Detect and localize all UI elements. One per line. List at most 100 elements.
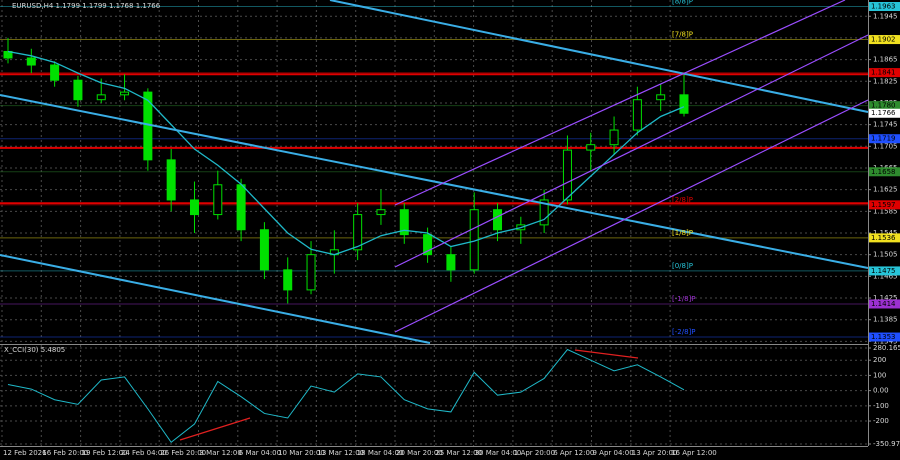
murrey-box-label: 1.1353 <box>871 333 896 341</box>
candle-body <box>96 94 106 101</box>
y-tick-label: 1.1825 <box>873 77 898 85</box>
candle-body <box>586 144 596 151</box>
x-tick-label: 1 Apr 20:00 <box>514 449 555 457</box>
murrey-name: [-1/8]P <box>672 295 695 303</box>
y-tick-label: 1.1625 <box>873 186 898 194</box>
candle-body <box>562 149 572 201</box>
candle-body <box>656 94 666 101</box>
x-tick-label: 24 Feb 04:00 <box>121 449 167 457</box>
x-tick-label: 19 Feb 12:00 <box>82 449 128 457</box>
candle-body <box>73 79 83 101</box>
murrey-name: [-2/8]P <box>672 328 695 336</box>
channel-line <box>394 34 869 268</box>
x-tick-label: 16 Feb 20:00 <box>42 449 88 457</box>
murrey-box-label: 1.1963 <box>871 3 896 11</box>
x-tick-label: 13 Apr 20:00 <box>632 449 678 457</box>
murrey-box-label: 1.1414 <box>871 300 896 308</box>
y-tick-label: 1.1385 <box>873 316 898 324</box>
murrey-box <box>869 200 900 210</box>
x-tick-label: 18 Mar 04:00 <box>357 449 404 457</box>
y-tick-label: 200 <box>873 356 886 364</box>
murrey-box-label: 1.1902 <box>871 36 896 44</box>
x-tick-label: 13 Mar 12:00 <box>317 449 364 457</box>
y-tick-label: 1.1705 <box>873 142 898 150</box>
candle-body <box>376 209 386 216</box>
indicator-title: X_CCI(30) 5.4805 <box>4 346 65 354</box>
murrey-box-label: 1.1597 <box>871 201 896 209</box>
candle-body <box>166 159 176 201</box>
candle-body <box>493 209 503 231</box>
murrey-box <box>869 266 900 276</box>
y-tick-label: 1.1745 <box>873 121 898 129</box>
y-tick-label: -350.973 <box>873 440 900 448</box>
murrey-box <box>869 299 900 309</box>
candle-body <box>26 57 36 66</box>
x-tick-label: 6 Apr 12:00 <box>553 449 594 457</box>
candle-body <box>446 254 456 271</box>
y-tick-label: 280.1656 <box>873 344 900 352</box>
x-tick-label: 3 Mar 12:00 <box>200 449 242 457</box>
murrey-box <box>869 2 900 12</box>
murrey-name: [2/8]P <box>672 196 693 204</box>
y-tick-label: 1.1585 <box>873 207 898 215</box>
trend-line <box>329 0 869 113</box>
x-tick-label: 9 Apr 04:00 <box>593 449 634 457</box>
candle-body <box>539 199 549 226</box>
y-tick-label: 1.1865 <box>873 56 898 64</box>
divergence-line <box>179 417 251 441</box>
candle-body <box>423 234 433 256</box>
murrey-name: [8/8]P <box>672 0 693 6</box>
divergence-line <box>574 349 639 359</box>
x-tick-label: 25 Mar 12:00 <box>435 449 482 457</box>
channel-line <box>394 0 846 206</box>
candle-body <box>120 91 130 96</box>
candle-body <box>213 184 223 216</box>
murrey-box <box>869 167 900 177</box>
plot <box>0 0 868 446</box>
y-tick-label: -200 <box>873 417 889 425</box>
x-tick-label: 26 Feb 20:00 <box>160 449 206 457</box>
drawings <box>0 0 869 441</box>
trend-line <box>0 254 431 344</box>
murrey-box-label: 1.1841 <box>871 69 896 77</box>
candle-body <box>283 269 293 291</box>
candle-body <box>306 254 316 291</box>
murrey-box <box>869 332 900 342</box>
y-tick-label: 1.1505 <box>873 251 898 259</box>
x-tick-label: 20 Mar 20:00 <box>396 449 443 457</box>
murrey-box <box>869 233 900 243</box>
y-tick-label: 1.1425 <box>873 294 898 302</box>
murrey-box-label: 1.1719 <box>871 135 896 143</box>
candle-body <box>353 214 363 251</box>
murrey-box-label: 1.1780 <box>871 102 896 110</box>
candle-body <box>632 99 642 131</box>
x-tick-label: 30 Mar 04:00 <box>475 449 522 457</box>
murrey-box <box>869 35 900 45</box>
candle-body <box>3 50 13 59</box>
cci-line <box>7 348 685 444</box>
candle-body <box>609 129 619 146</box>
last-price-label: 1.1766 <box>871 109 896 117</box>
candle-body <box>189 199 199 216</box>
candle-body <box>50 64 60 81</box>
x-tick-label: 6 Mar 04:00 <box>239 449 281 457</box>
y-tick-label: -100 <box>873 402 889 410</box>
murrey-name: [0/8]P <box>672 262 693 270</box>
murrey-box-label: 1.1536 <box>871 234 896 242</box>
candle-body <box>679 94 689 114</box>
chart-title: EURUSD,H4 1.1799 1.1799 1.1768 1.1766 <box>12 2 161 10</box>
moving-average <box>7 50 685 256</box>
y-tick-label: 0.00 <box>873 387 889 395</box>
x-tick-label: 10 Mar 20:00 <box>278 449 325 457</box>
trend-line <box>0 94 869 269</box>
y-tick-label: 100 <box>873 371 886 379</box>
y-tick-label: 1.1545 <box>873 229 898 237</box>
y-tick-label: 1.1465 <box>873 272 898 280</box>
y-tick-label: 1.1945 <box>873 12 898 20</box>
candle-body <box>399 209 409 236</box>
murrey-name: [7/8]P <box>672 31 693 39</box>
channel-line <box>394 99 869 333</box>
x-tick-label: 16 Apr 12:00 <box>671 449 717 457</box>
murrey-box-label: 1.1658 <box>871 168 896 176</box>
